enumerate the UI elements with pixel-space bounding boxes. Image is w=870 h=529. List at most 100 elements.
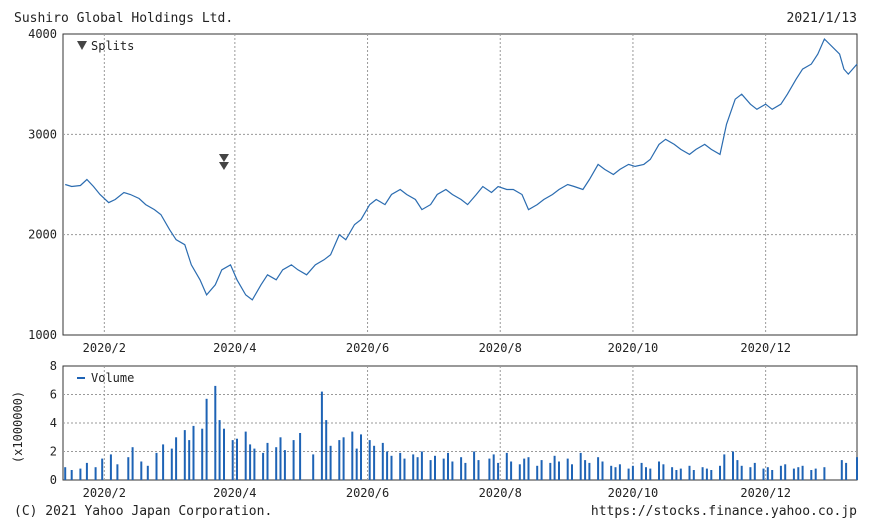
volume-bar — [797, 467, 800, 480]
volume-bar — [116, 464, 119, 480]
volume-bar — [64, 467, 67, 480]
volume-bar — [662, 464, 665, 480]
volume-bar — [338, 440, 341, 480]
volume-bar — [645, 467, 647, 480]
price-xtick-label: 2020/6 — [346, 341, 389, 355]
price-panel: 1000 2000 3000 4000 2020/2 2020/4 2020/6 2020/8… — [28, 27, 858, 355]
volume-bar — [109, 454, 112, 480]
volume-bar — [771, 470, 774, 480]
price-xtick-label: 2020/12 — [740, 341, 791, 355]
volume-bar — [205, 398, 208, 480]
volume-bar — [127, 457, 130, 480]
volume-bar — [558, 461, 560, 480]
volume-bar — [299, 433, 302, 480]
volume-bar — [675, 470, 678, 480]
volume-bar — [640, 462, 643, 480]
volume-bar — [492, 454, 495, 480]
volume-bar — [549, 462, 552, 480]
volume-bar — [566, 458, 569, 480]
price-xtick-label: 2020/2 — [83, 341, 126, 355]
volume-bar — [536, 465, 539, 481]
volume-bar — [451, 461, 454, 480]
volume-bar — [553, 455, 556, 480]
volume-bar — [94, 467, 97, 480]
volume-bar — [801, 465, 804, 481]
volume-bar — [464, 462, 467, 480]
volume-bar — [679, 468, 682, 480]
volume-bar — [597, 457, 600, 480]
volume-bar — [692, 470, 695, 480]
volume-bar — [218, 420, 221, 480]
volume-bar — [183, 430, 186, 480]
copyright-text: (C) 2021 Yahoo Japan Corporation. — [14, 504, 273, 519]
volume-ytick-label: 8 — [50, 359, 57, 373]
volume-bar — [381, 442, 384, 480]
volume-bar — [505, 452, 508, 480]
volume-bar — [360, 434, 362, 480]
volume-bar — [249, 444, 252, 480]
volume-axis-label: (x1000000) — [11, 391, 25, 463]
volume-bar — [488, 458, 491, 480]
volume-bar — [610, 465, 613, 481]
volume-bar — [292, 440, 295, 480]
volume-bar — [412, 454, 415, 480]
volume-bar — [162, 444, 165, 480]
volume-bar — [192, 425, 195, 480]
volume-xtick-label: 2020/2 — [83, 486, 126, 500]
volume-bar — [188, 440, 191, 480]
volume-bar — [325, 420, 328, 480]
volume-bar — [473, 451, 476, 480]
volume-bar — [244, 431, 247, 480]
volume-bar — [253, 448, 256, 480]
volume-bar — [477, 460, 480, 480]
volume-ytick-label: 4 — [50, 416, 57, 430]
volume-bar — [416, 457, 419, 480]
price-ytick-label: 2000 — [28, 228, 57, 242]
volume-bar — [705, 468, 708, 480]
volume-bar — [131, 447, 134, 480]
volume-bar — [275, 447, 278, 480]
price-xtick-label: 2020/8 — [479, 341, 522, 355]
splits-legend-label: Splits — [91, 39, 134, 53]
volume-ytick-label: 6 — [50, 388, 57, 402]
volume-bar — [231, 440, 234, 480]
volume-bar — [497, 462, 500, 480]
volume-xtick-label: 2020/6 — [346, 486, 389, 500]
volume-bar — [155, 452, 158, 480]
volume-bar — [146, 465, 149, 481]
volume-bar — [810, 470, 813, 480]
volume-xtick-label: 2020/8 — [479, 486, 522, 500]
volume-bar — [447, 452, 449, 480]
volume-bar — [856, 457, 858, 480]
volume-bar — [618, 464, 621, 480]
volume-xtick-label: 2020/4 — [213, 486, 256, 500]
volume-bar — [399, 452, 402, 480]
volume-bar — [762, 468, 765, 480]
volume-bar — [719, 465, 721, 481]
volume-bar — [236, 438, 238, 480]
volume-panel: 0 2 4 6 8 2020/2 2020/4 2020/6 2020/8 2020/10 2020… — [11, 359, 858, 500]
volume-bar — [279, 437, 282, 481]
source-url: https://stocks.finance.yahoo.co.jp — [590, 504, 857, 519]
volume-bar — [584, 460, 587, 480]
volume-bar — [320, 391, 323, 480]
volume-bar — [434, 455, 436, 480]
volume-bar — [420, 451, 423, 480]
volume-bar — [671, 467, 674, 480]
volume-bar — [170, 448, 173, 480]
price-frame — [62, 33, 858, 336]
volume-bar — [732, 451, 734, 480]
volume-bar — [588, 462, 591, 480]
volume-bar — [140, 461, 143, 480]
volume-bar — [368, 440, 371, 480]
volume-bar — [740, 465, 743, 481]
price-ytick-label: 4000 — [28, 27, 57, 41]
volume-bar — [518, 464, 521, 480]
volume-bar — [614, 467, 617, 480]
price-xtick-label: 2020/4 — [213, 341, 256, 355]
volume-bar — [840, 460, 843, 480]
volume-bar — [579, 452, 582, 480]
volume-bar — [753, 462, 756, 480]
price-xtick-label: 2020/10 — [608, 341, 659, 355]
